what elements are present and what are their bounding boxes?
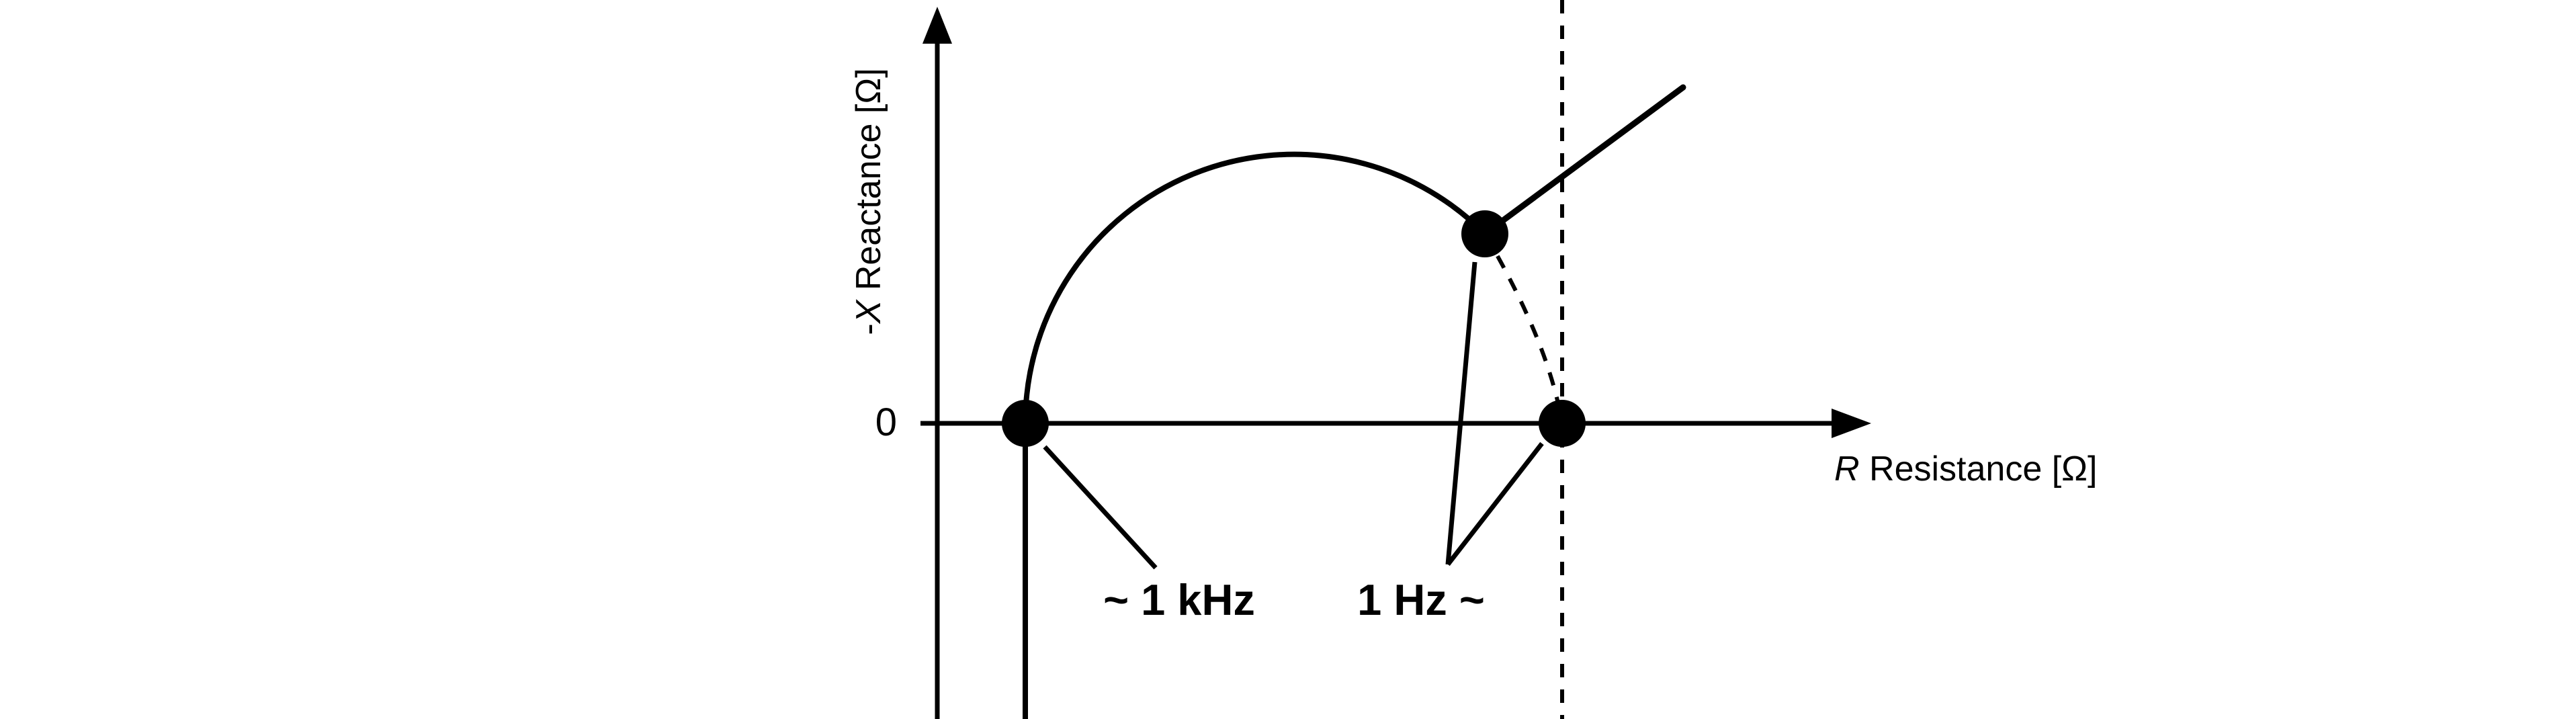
point-low-freq bbox=[1539, 400, 1586, 447]
y-axis-arrow bbox=[922, 7, 952, 44]
pointer-hz-a bbox=[1448, 443, 1542, 564]
point-high-freq bbox=[1002, 400, 1049, 447]
origin-zero: 0 bbox=[875, 400, 897, 444]
nyquist-diagram: R Resistance [Ω] 0 -X Reactance [Ω] ~ 1 kHz… bbox=[0, 0, 2576, 719]
y-axis-label: -X Reactance [Ω] bbox=[849, 68, 888, 335]
x-axis-label: R Resistance [Ω] bbox=[1834, 450, 2097, 489]
warburg-tail bbox=[1485, 87, 1683, 234]
impedance-arc-dashed bbox=[1485, 234, 1562, 423]
point-transition bbox=[1461, 210, 1508, 257]
label-khz: ~ 1 kHz bbox=[1103, 575, 1255, 624]
label-hz: 1 Hz ~ bbox=[1357, 575, 1485, 624]
x-axis-arrow bbox=[1832, 409, 1871, 438]
impedance-arc bbox=[1025, 155, 1485, 423]
pointer-khz bbox=[1045, 447, 1156, 568]
pointer-hz-b bbox=[1448, 262, 1475, 564]
